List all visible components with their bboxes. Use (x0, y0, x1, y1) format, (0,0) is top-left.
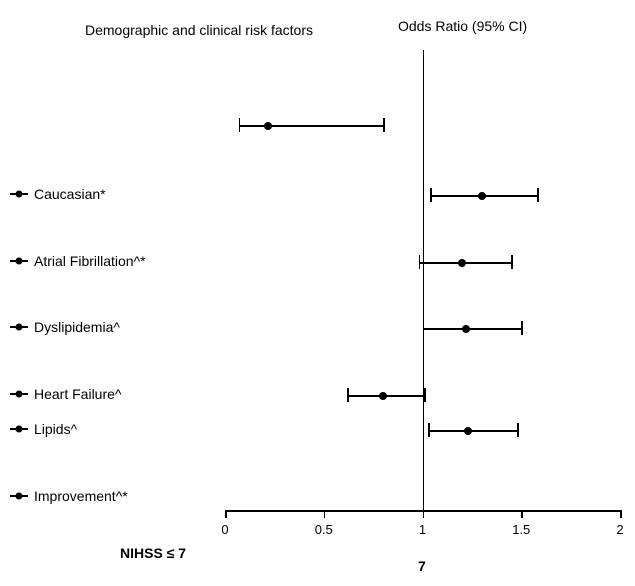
legend-marker-icon (10, 495, 28, 497)
x-tick-label: 1 (419, 522, 426, 537)
row-label-text: Atrial Fibrillation^* (34, 253, 146, 269)
row-label: Heart Failure^ (10, 386, 122, 402)
legend-marker-icon (10, 193, 28, 195)
row-label: Atrial Fibrillation^* (10, 253, 146, 269)
title-right: Odds Ratio (95% CI) (398, 18, 527, 34)
ci-cap (430, 188, 432, 202)
legend-marker-icon (10, 260, 28, 262)
bottom-label-right: 7 (418, 558, 426, 574)
ci-cap (239, 118, 241, 132)
row-label-text: Lipids^ (34, 421, 77, 437)
ci-point (458, 259, 466, 267)
x-tick (225, 510, 227, 518)
legend-marker-icon (10, 326, 28, 328)
row-label: Lipids^ (10, 421, 77, 437)
ci-point (264, 122, 272, 130)
ci-cap (511, 255, 513, 269)
ci-line (428, 430, 517, 432)
row-label-text: Dyslipidemia^ (34, 319, 120, 335)
ci-line (239, 125, 383, 127)
x-tick-label: 2 (616, 522, 623, 537)
ci-cap (383, 118, 385, 132)
forest-plot: Demographic and clinical risk factors Od… (0, 0, 635, 586)
x-tick-label: 1.5 (512, 522, 530, 537)
ci-cap (419, 255, 421, 269)
row-label-text: Improvement^* (34, 488, 128, 504)
ci-cap (537, 188, 539, 202)
ci-cap (423, 321, 425, 335)
row-label-text: Caucasian* (34, 186, 106, 202)
reference-line (423, 50, 425, 510)
ci-point (462, 325, 470, 333)
ci-point (379, 392, 387, 400)
ci-cap (517, 423, 519, 437)
row-label: Caucasian* (10, 186, 106, 202)
x-tick-label: 0.5 (315, 522, 333, 537)
bottom-label-left: NIHSS ≤ 7 (120, 545, 186, 561)
row-label: Dyslipidemia^ (10, 319, 120, 335)
x-tick (620, 510, 622, 518)
ci-point (464, 427, 472, 435)
x-tick (521, 510, 523, 518)
x-tick (324, 510, 326, 518)
row-label-text: Heart Failure^ (34, 386, 122, 402)
ci-cap (521, 321, 523, 335)
x-tick (423, 510, 425, 518)
legend-marker-icon (10, 393, 28, 395)
ci-cap (347, 388, 349, 402)
ci-cap (424, 388, 426, 402)
legend-marker-icon (10, 428, 28, 430)
ci-line (423, 328, 522, 330)
ci-cap (428, 423, 430, 437)
row-label: Improvement^* (10, 488, 128, 504)
x-tick-label: 0 (221, 522, 228, 537)
title-left: Demographic and clinical risk factors (85, 22, 313, 38)
ci-point (478, 192, 486, 200)
